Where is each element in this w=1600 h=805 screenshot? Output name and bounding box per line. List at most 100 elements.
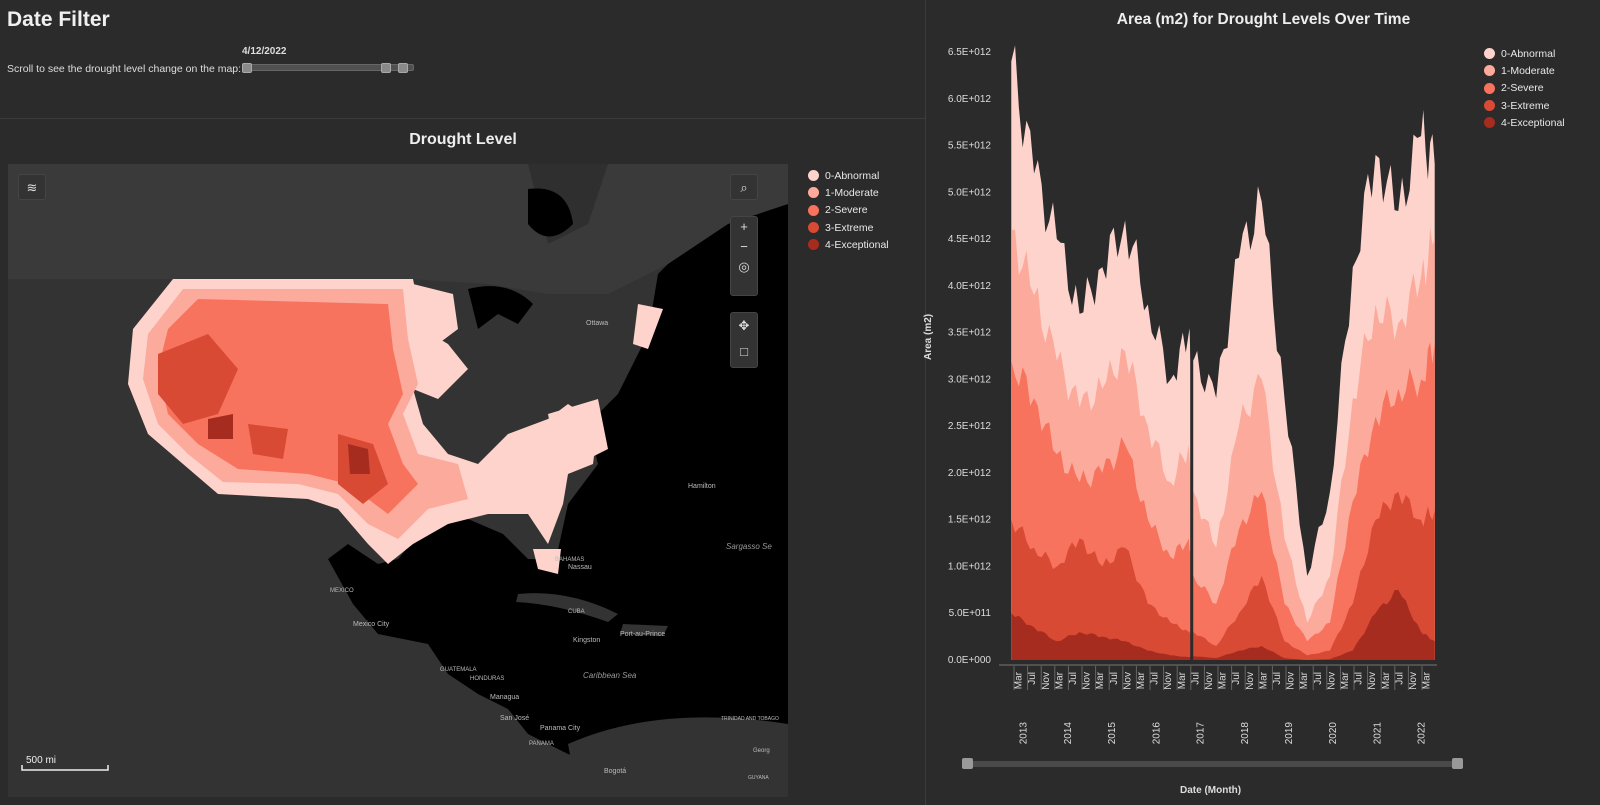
area-series-4-Exceptional[interactable] [1011, 589, 1435, 660]
month-tick-label: Jul [1313, 672, 1324, 685]
legend-item[interactable]: 3-Extreme [1484, 97, 1565, 114]
legend-item[interactable]: 2-Severe [808, 202, 889, 219]
place-label: Port-au-Prince [620, 631, 665, 638]
legend-item[interactable]: 2-Severe [1484, 80, 1565, 97]
month-tick-label: Mar [1299, 671, 1310, 689]
great-lakes [468, 286, 533, 329]
year-tick-label: 2016 [1151, 722, 1162, 745]
selected-date-label: 4/12/2022 [242, 46, 287, 57]
year-tick-label: 2013 [1019, 722, 1030, 745]
area-chart[interactable]: 0.0E+000 5.0E+011 1.0E+012 1.5E+012 2.0E+012… [927, 0, 1600, 805]
legend-label: 0-Abnormal [1501, 47, 1556, 60]
place-label: San José [500, 715, 529, 722]
y-tick-label: 4.0E+012 [948, 281, 992, 292]
divider [0, 118, 926, 119]
legend-item[interactable]: 0-Abnormal [808, 167, 889, 184]
legend-label: 0-Abnormal [825, 169, 880, 182]
place-label: Managua [490, 694, 519, 701]
legend-item[interactable]: 4-Exceptional [1484, 114, 1565, 131]
hudson-area [528, 188, 573, 237]
date-range-slider[interactable] [962, 758, 1463, 769]
tool-controls: ✥ □ [730, 312, 758, 368]
drought-zone-extreme [158, 334, 388, 504]
slider-right-arrow[interactable] [398, 63, 408, 73]
place-label: GUYANA [748, 775, 769, 781]
month-tick-label: Nov [1326, 672, 1337, 690]
place-label: Nassau [568, 564, 592, 571]
month-tick-label: Mar [1014, 671, 1025, 689]
year-tick-label: 2017 [1196, 722, 1207, 745]
zoom-out-button[interactable]: − [740, 239, 748, 254]
slider-left-arrow[interactable] [242, 63, 252, 73]
drought-zone-southeast [533, 399, 608, 574]
legend-item[interactable]: 3-Extreme [808, 219, 889, 236]
place-label: Mexico City [353, 621, 390, 628]
month-tick-label: Mar [1340, 671, 1351, 689]
year-tick-label: 2021 [1372, 722, 1383, 745]
year-tick-label: 2015 [1107, 722, 1118, 745]
locate-icon[interactable]: ◎ [738, 259, 750, 274]
place-label: Hamilton [688, 483, 716, 490]
month-tick-label: Nov [1082, 672, 1093, 690]
month-tick-label: Jul [1394, 672, 1405, 685]
y-tick-label: 2.0E+012 [948, 468, 992, 479]
map-canvas[interactable]: Ottawa Hamilton Sargasso Se BAHAMAS Nass… [8, 164, 788, 797]
legend-swatch [1484, 117, 1495, 129]
y-tick-label: 1.0E+012 [948, 561, 992, 572]
legend-label: 1-Moderate [825, 186, 879, 199]
place-label: Caribbean Sea [583, 671, 637, 680]
legend-item[interactable]: 1-Moderate [1484, 62, 1565, 79]
drought-map[interactable]: Ottawa Hamilton Sargasso Se BAHAMAS Nass… [8, 164, 788, 797]
y-tick-label: 6.0E+012 [948, 94, 992, 105]
select-box-icon[interactable]: □ [740, 344, 748, 359]
legend-label: 3-Extreme [1501, 99, 1550, 112]
legend-item[interactable]: 0-Abnormal [1484, 45, 1565, 62]
month-tick-label: Nov [1122, 672, 1133, 690]
zoom-in-button[interactable]: + [740, 219, 748, 234]
month-tick-label: Mar [1422, 671, 1433, 689]
layers-icon[interactable]: ≋ [18, 174, 46, 200]
month-tick-label: Mar [1258, 671, 1269, 689]
month-tick-label: Nov [1163, 672, 1174, 690]
scroll-instruction: Scroll to see the drought level change o… [7, 63, 242, 75]
legend-swatch [1484, 48, 1495, 60]
date-slider[interactable] [242, 63, 414, 73]
legend-swatch [808, 170, 819, 182]
range-end-handle[interactable] [1452, 758, 1463, 769]
month-tick-label: Jul [1231, 672, 1242, 685]
range-start-handle[interactable] [962, 758, 973, 769]
month-tick-label: Mar [1054, 671, 1065, 689]
legend-swatch [1484, 100, 1495, 112]
south-america [568, 717, 788, 797]
y-tick-label: 2.5E+012 [948, 421, 992, 432]
month-tick-label: Mar [1381, 671, 1392, 689]
month-tick-label: Mar [1095, 671, 1106, 689]
left-panel: Date Filter 4/12/2022 Scroll to see the … [0, 0, 926, 805]
legend-item[interactable]: 4-Exceptional [808, 236, 889, 253]
month-tick-label: Jul [1190, 672, 1201, 685]
search-icon[interactable]: ⌕ [730, 174, 758, 200]
month-tick-label: Nov [1245, 672, 1256, 690]
place-label: PANAMA [529, 741, 554, 747]
legend-label: 2-Severe [1501, 82, 1544, 95]
y-tick-label: 5.5E+012 [948, 141, 992, 152]
scale-label: 500 mi [26, 755, 56, 766]
move-icon[interactable]: ✥ [738, 318, 750, 333]
legend-swatch [1484, 82, 1495, 94]
legend-label: 1-Moderate [1501, 64, 1555, 77]
x-axis-label: Date (Month) [1180, 785, 1242, 796]
place-label: MEXICO [330, 588, 354, 594]
area-series-3-Extreme[interactable] [1011, 491, 1435, 660]
y-tick-label: 4.5E+012 [948, 234, 992, 245]
place-label: HONDURAS [470, 676, 504, 682]
map-legend: 0-Abnormal 1-Moderate 2-Severe 3-Extreme 4-E… [808, 167, 889, 253]
year-tick-label: 2014 [1063, 722, 1074, 745]
drought-zone-northeast [413, 284, 663, 349]
legend-label: 4-Exceptional [825, 238, 889, 251]
y-tick-label: 5.0E+012 [948, 187, 992, 198]
canada-north [8, 164, 788, 294]
place-label: Bogotá [604, 768, 626, 775]
y-tick-label: 1.5E+012 [948, 515, 992, 526]
date-slider-handle[interactable] [381, 63, 392, 73]
legend-item[interactable]: 1-Moderate [808, 184, 889, 201]
